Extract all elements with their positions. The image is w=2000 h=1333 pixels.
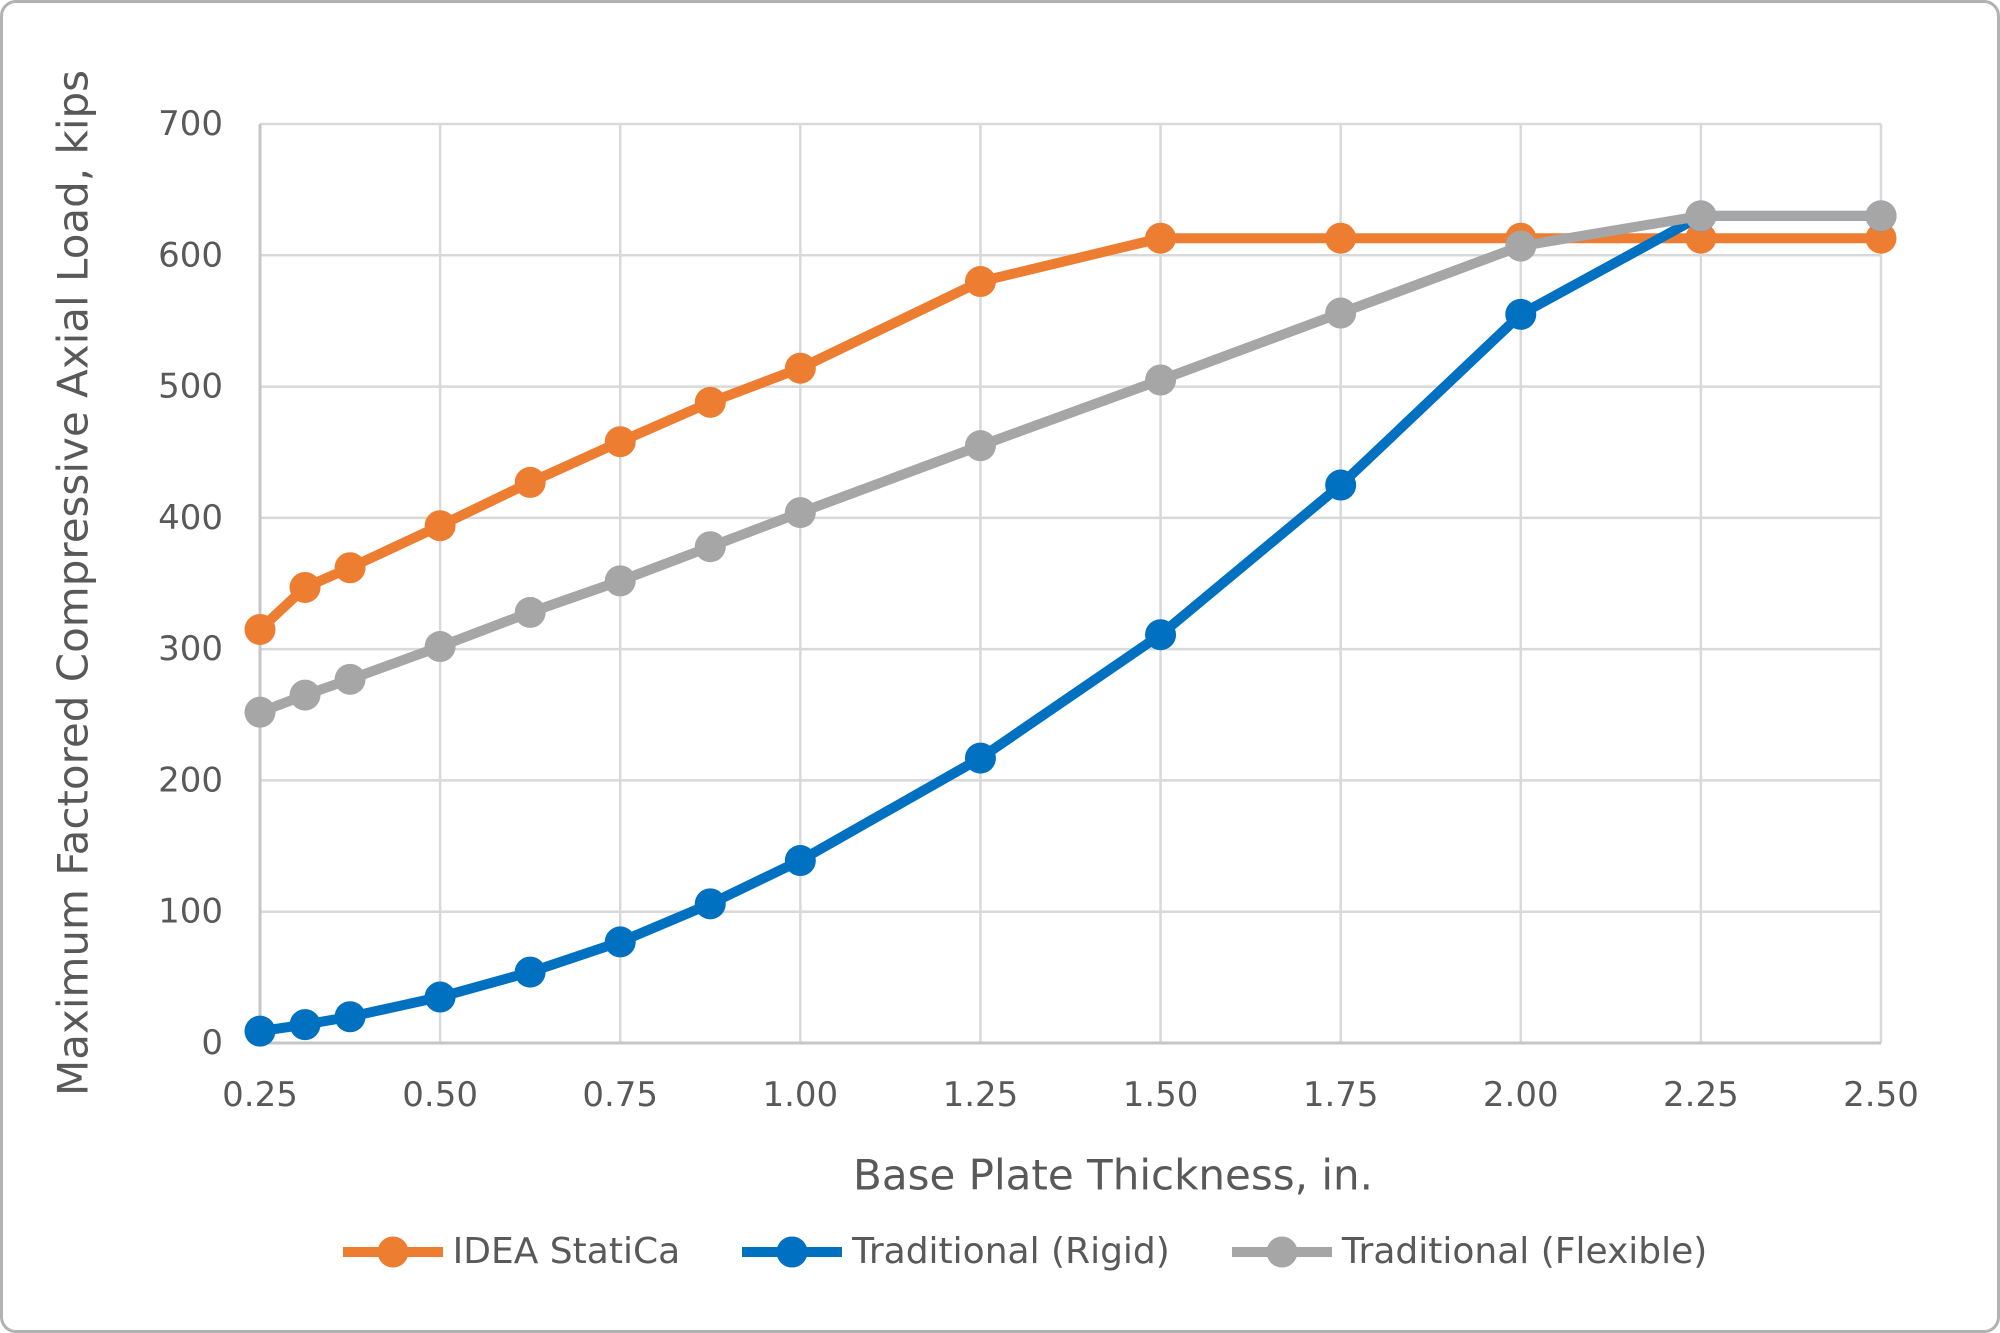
marker-Traditional (Flexible)-2.5 [1865,200,1897,232]
marker-Traditional (Rigid)-1.75 [1325,469,1357,501]
marker-Traditional (Rigid)-1.5 [1145,619,1177,651]
marker-Traditional (Flexible)-0.625 [514,596,546,628]
series-IDEA StatiCa [244,222,1897,645]
x-tick-label-2.00: 2.00 [1483,1075,1559,1115]
y-tick-label-0: 0 [201,1023,223,1063]
y-tick-label-300: 300 [158,629,223,669]
legend-marker-Traditional (Rigid) [742,1236,843,1267]
marker-Traditional (Flexible)-1.25 [964,430,996,462]
marker-Traditional (Flexible)-1.75 [1325,297,1357,329]
legend-dot-Traditional (Flexible) [1266,1236,1298,1267]
marker-Traditional (Rigid)-2 [1505,298,1537,330]
marker-Traditional (Flexible)-1.5 [1145,364,1177,396]
x-tick-label-0.25: 0.25 [222,1075,298,1115]
marker-Traditional (Rigid)-0.5 [424,981,456,1013]
axes [258,124,1881,1045]
y-tick-label-200: 200 [158,760,223,800]
marker-IDEA StatiCa-0.75 [604,426,636,458]
marker-IDEA StatiCa-1.25 [964,266,996,298]
marker-Traditional (Flexible)-0.5 [424,631,456,663]
marker-Traditional (Rigid)-1 [784,845,816,877]
legend: IDEA StatiCa Traditional (Rigid) Tradition… [3,1231,1997,1272]
x-axis-title: Base Plate Thickness, in. [853,1151,1373,1200]
legend-item-Traditional (Flexible): Traditional (Flexible) [1231,1231,1708,1272]
legend-label-Traditional (Flexible): Traditional (Flexible) [1341,1231,1708,1272]
y-tick-label-100: 100 [158,892,223,932]
line-chart: 0 100 200 300 400 500 600 700 0.25 0.50 0.75 1.00 1.… [49,70,1919,1200]
x-tick-label-0.50: 0.50 [402,1075,478,1115]
marker-Traditional (Flexible)-0.25 [244,696,276,728]
marker-Traditional (Rigid)-0.75 [604,926,636,958]
x-tick-label-1.25: 1.25 [943,1075,1019,1115]
marker-Traditional (Rigid)-0.375 [334,1001,366,1033]
marker-Traditional (Rigid)-0.875 [694,888,726,920]
marker-Traditional (Flexible)-2.25 [1685,200,1717,232]
legend-marker-Traditional (Flexible) [1231,1236,1332,1267]
x-tick-label-2.25: 2.25 [1663,1075,1739,1115]
y-tick-label-600: 600 [158,235,223,275]
x-tick-label-0.75: 0.75 [582,1075,658,1115]
marker-Traditional (Rigid)-0.625 [514,956,546,988]
y-tick-label-400: 400 [158,498,223,538]
legend-label-IDEA StatiCa: IDEA StatiCa [452,1231,681,1272]
marker-Traditional (Flexible)-0.875 [694,531,726,563]
x-tick-label-1.50: 1.50 [1123,1075,1199,1115]
marker-Traditional (Flexible)-0.375 [334,663,366,695]
series-line-Traditional (Flexible) [255,210,1886,718]
marker-IDEA StatiCa-0.375 [334,552,366,584]
tick-labels: 0 100 200 300 400 500 600 700 0.25 0.50 0.75 1.00 1.… [158,104,1919,1115]
marker-Traditional (Rigid)-1.25 [964,742,996,774]
legend-marker-IDEA StatiCa [342,1236,443,1267]
series-Traditional (Flexible) [244,200,1897,728]
x-tick-label-1.75: 1.75 [1303,1075,1379,1115]
marker-IDEA StatiCa-1.75 [1325,222,1357,254]
y-tick-label-500: 500 [158,367,223,407]
marker-IDEA StatiCa-0.5 [424,510,456,542]
legend-label-Traditional (Rigid): Traditional (Rigid) [852,1231,1170,1272]
x-tick-label-2.50: 2.50 [1843,1075,1919,1115]
marker-Traditional (Flexible)-1 [784,497,816,529]
x-tick-label-1.00: 1.00 [762,1075,838,1115]
marker-IDEA StatiCa-1 [784,352,816,384]
series-layer [244,200,1897,1047]
legend-dot-Traditional (Rigid) [776,1236,808,1267]
legend-dot-IDEA StatiCa [377,1236,409,1267]
marker-Traditional (Rigid)-0.25 [244,1015,276,1047]
y-tick-label-700: 700 [158,104,223,144]
marker-IDEA StatiCa-0.625 [514,466,546,498]
marker-Traditional (Flexible)-0.75 [604,565,636,597]
marker-Traditional (Rigid)-0.3125 [289,1009,321,1041]
marker-IDEA StatiCa-2.5 [1865,222,1897,254]
marker-IDEA StatiCa-2.25 [1685,222,1717,254]
marker-Traditional (Flexible)-2 [1505,230,1537,262]
legend-item-IDEA StatiCa: IDEA StatiCa [342,1231,681,1272]
marker-IDEA StatiCa-0.25 [244,613,276,645]
gridlines [258,122,1883,1045]
legend-item-Traditional (Rigid): Traditional (Rigid) [742,1231,1170,1272]
marker-IDEA StatiCa-0.3125 [289,571,321,603]
series-line-IDEA StatiCa [255,233,1886,635]
marker-Traditional (Flexible)-0.3125 [289,679,321,711]
marker-IDEA StatiCa-1.5 [1145,222,1177,254]
marker-IDEA StatiCa-0.875 [694,386,726,418]
y-axis-title: Maximum Factored Compressive Axial Load,… [49,70,98,1096]
